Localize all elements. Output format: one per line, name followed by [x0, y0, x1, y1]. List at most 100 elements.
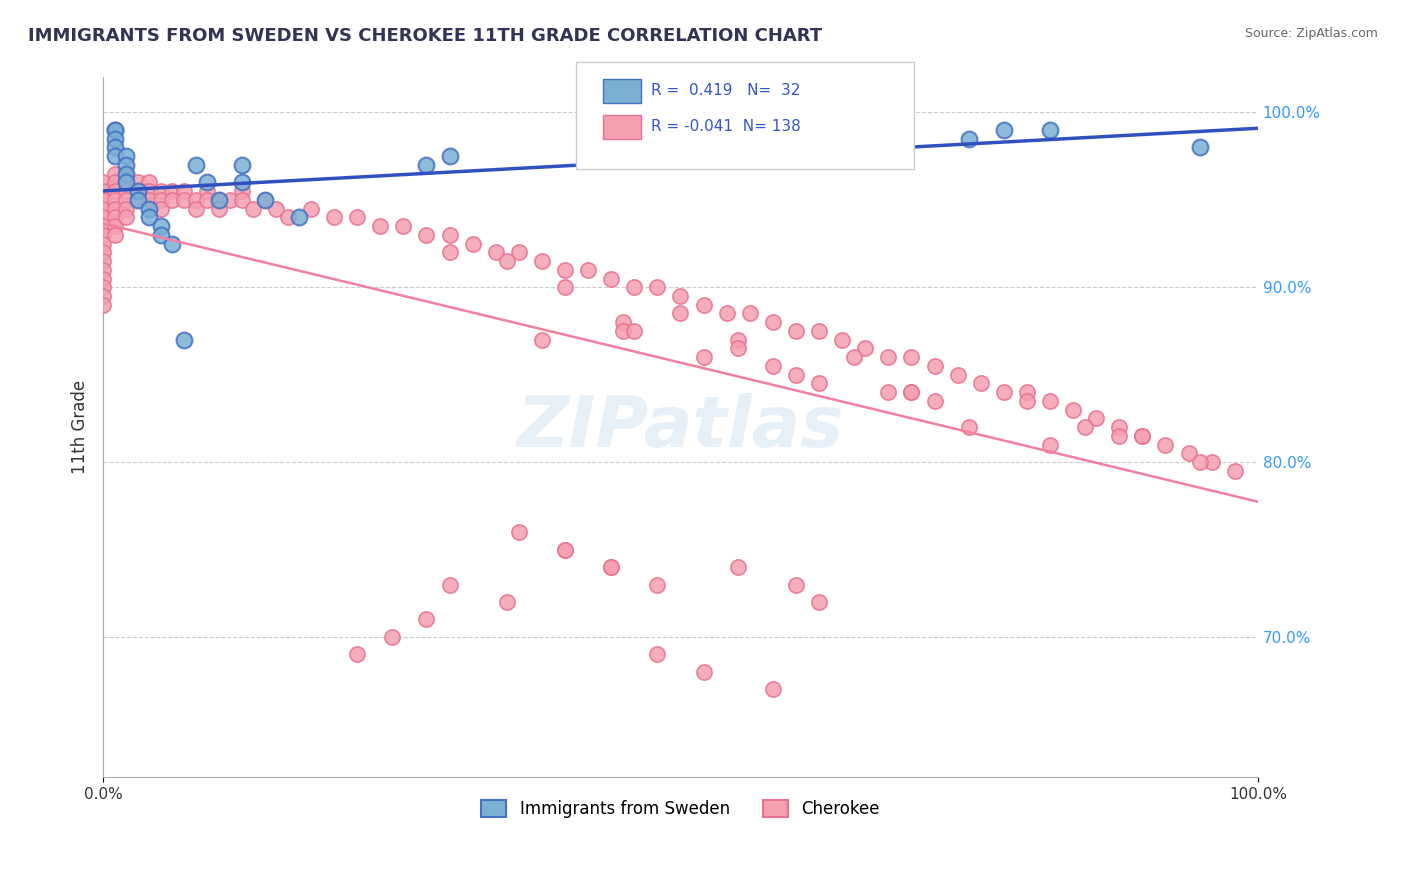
Point [231, 158, 253, 172]
Point [368, 219, 391, 233]
Point [162, 236, 184, 251]
Text: IMMIGRANTS FROM SWEDEN VS CHEROKEE 11TH GRADE CORRELATION CHART: IMMIGRANTS FROM SWEDEN VS CHEROKEE 11TH … [28, 27, 823, 45]
Point [173, 184, 195, 198]
Point [785, 324, 807, 338]
Point [877, 385, 900, 400]
Point [600, 271, 623, 285]
Point [924, 393, 946, 408]
Point [115, 184, 138, 198]
Point [253, 193, 276, 207]
Point [104, 167, 127, 181]
Point [1223, 464, 1246, 478]
Point [1039, 437, 1062, 451]
Point [104, 175, 127, 189]
Point [1062, 402, 1084, 417]
Point [612, 315, 634, 329]
Point [115, 167, 138, 181]
Point [195, 175, 218, 189]
Point [184, 193, 207, 207]
Point [762, 359, 785, 373]
Point [207, 193, 229, 207]
Point [576, 262, 599, 277]
Point [138, 202, 160, 216]
Point [439, 577, 461, 591]
Point [600, 560, 623, 574]
Point [138, 211, 160, 225]
Point [149, 227, 172, 242]
Point [1039, 123, 1062, 137]
Point [496, 254, 519, 268]
Point [957, 420, 980, 434]
Point [91, 271, 114, 285]
Point [299, 202, 322, 216]
Point [91, 236, 114, 251]
Point [91, 289, 114, 303]
Text: R =  0.419   N=  32: R = 0.419 N= 32 [651, 84, 800, 98]
Point [785, 140, 807, 154]
Point [716, 306, 738, 320]
Point [785, 368, 807, 382]
Point [115, 158, 138, 172]
Point [727, 342, 749, 356]
Point [1189, 140, 1212, 154]
Point [127, 184, 149, 198]
Point [91, 227, 114, 242]
Point [1130, 429, 1153, 443]
Point [831, 333, 853, 347]
Point [91, 219, 114, 233]
Point [877, 350, 900, 364]
Point [91, 262, 114, 277]
Point [762, 682, 785, 697]
Point [115, 202, 138, 216]
Point [842, 350, 865, 364]
Point [530, 254, 553, 268]
Point [727, 333, 749, 347]
Text: ZIPatlas: ZIPatlas [517, 392, 844, 462]
Point [669, 306, 692, 320]
Point [115, 193, 138, 207]
Point [808, 595, 831, 609]
Point [91, 254, 114, 268]
Point [91, 245, 114, 260]
Point [104, 123, 127, 137]
Point [219, 193, 242, 207]
Point [439, 245, 461, 260]
Point [1201, 455, 1223, 469]
Point [853, 342, 876, 356]
Point [173, 333, 195, 347]
Point [623, 324, 645, 338]
Point [91, 184, 114, 198]
Point [554, 542, 576, 557]
Point [104, 219, 127, 233]
Point [104, 149, 127, 163]
Point [415, 227, 437, 242]
Point [91, 298, 114, 312]
Point [692, 665, 714, 679]
Point [900, 350, 922, 364]
Point [149, 193, 172, 207]
Point [91, 202, 114, 216]
Point [727, 560, 749, 574]
Point [346, 648, 368, 662]
Point [149, 202, 172, 216]
Point [149, 219, 172, 233]
Point [647, 648, 669, 662]
Point [647, 280, 669, 294]
Point [138, 184, 160, 198]
Point [104, 193, 127, 207]
Point [808, 376, 831, 391]
Point [207, 193, 229, 207]
Point [173, 193, 195, 207]
Point [946, 368, 969, 382]
Point [115, 175, 138, 189]
Point [207, 202, 229, 216]
Point [762, 315, 785, 329]
Point [415, 158, 437, 172]
Point [692, 140, 714, 154]
Point [195, 193, 218, 207]
Point [288, 211, 311, 225]
Point [104, 202, 127, 216]
Point [162, 184, 184, 198]
Point [346, 211, 368, 225]
Point [461, 236, 484, 251]
